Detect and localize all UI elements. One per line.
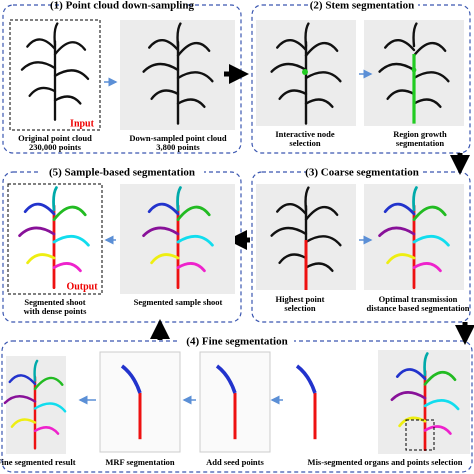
caption: Add seed points	[206, 457, 264, 467]
caption: Optimal transmission	[379, 294, 458, 304]
title-bg	[306, 166, 420, 179]
caption: MRF segmentation	[105, 457, 175, 467]
plant	[297, 366, 315, 439]
caption: selection	[289, 138, 320, 148]
output-label: Output	[66, 281, 98, 292]
caption: Mis-segmented organs and points selectio…	[308, 457, 463, 467]
caption: Highest point	[276, 294, 325, 304]
caption: with dense points	[24, 306, 88, 316]
title-bg	[60, 0, 184, 12]
caption: Fine segmented result	[0, 457, 76, 467]
panel-title: (3) Coarse segmentation	[305, 167, 419, 179]
caption: 230,000 points	[29, 142, 82, 152]
caption: selection	[284, 303, 315, 313]
caption: Interactive node	[275, 129, 334, 139]
caption: Segmented sample shoot	[134, 297, 223, 307]
caption: distance based segmentation	[367, 303, 470, 313]
caption: Original point cloud	[18, 133, 92, 143]
input-label: Input	[70, 118, 95, 129]
caption: segmentation	[396, 138, 444, 148]
caption: Segmented shoot	[24, 297, 85, 307]
selection-box	[405, 419, 435, 451]
title-bg	[180, 335, 294, 348]
title-bg	[40, 166, 204, 179]
panel-title: (2) Stem segmentation	[310, 0, 414, 12]
title-bg	[308, 0, 418, 12]
panel-title: (5) Sample-based segmentation	[49, 167, 195, 179]
panel-title: (4) Fine segmentation	[186, 336, 287, 348]
caption: Down-sampled point cloud	[129, 133, 227, 143]
panel-title: (1) Point cloud down-sampling	[50, 0, 194, 12]
caption: 3,800 points	[156, 142, 200, 152]
seed-node	[302, 69, 308, 75]
caption: Region growth	[393, 129, 447, 139]
